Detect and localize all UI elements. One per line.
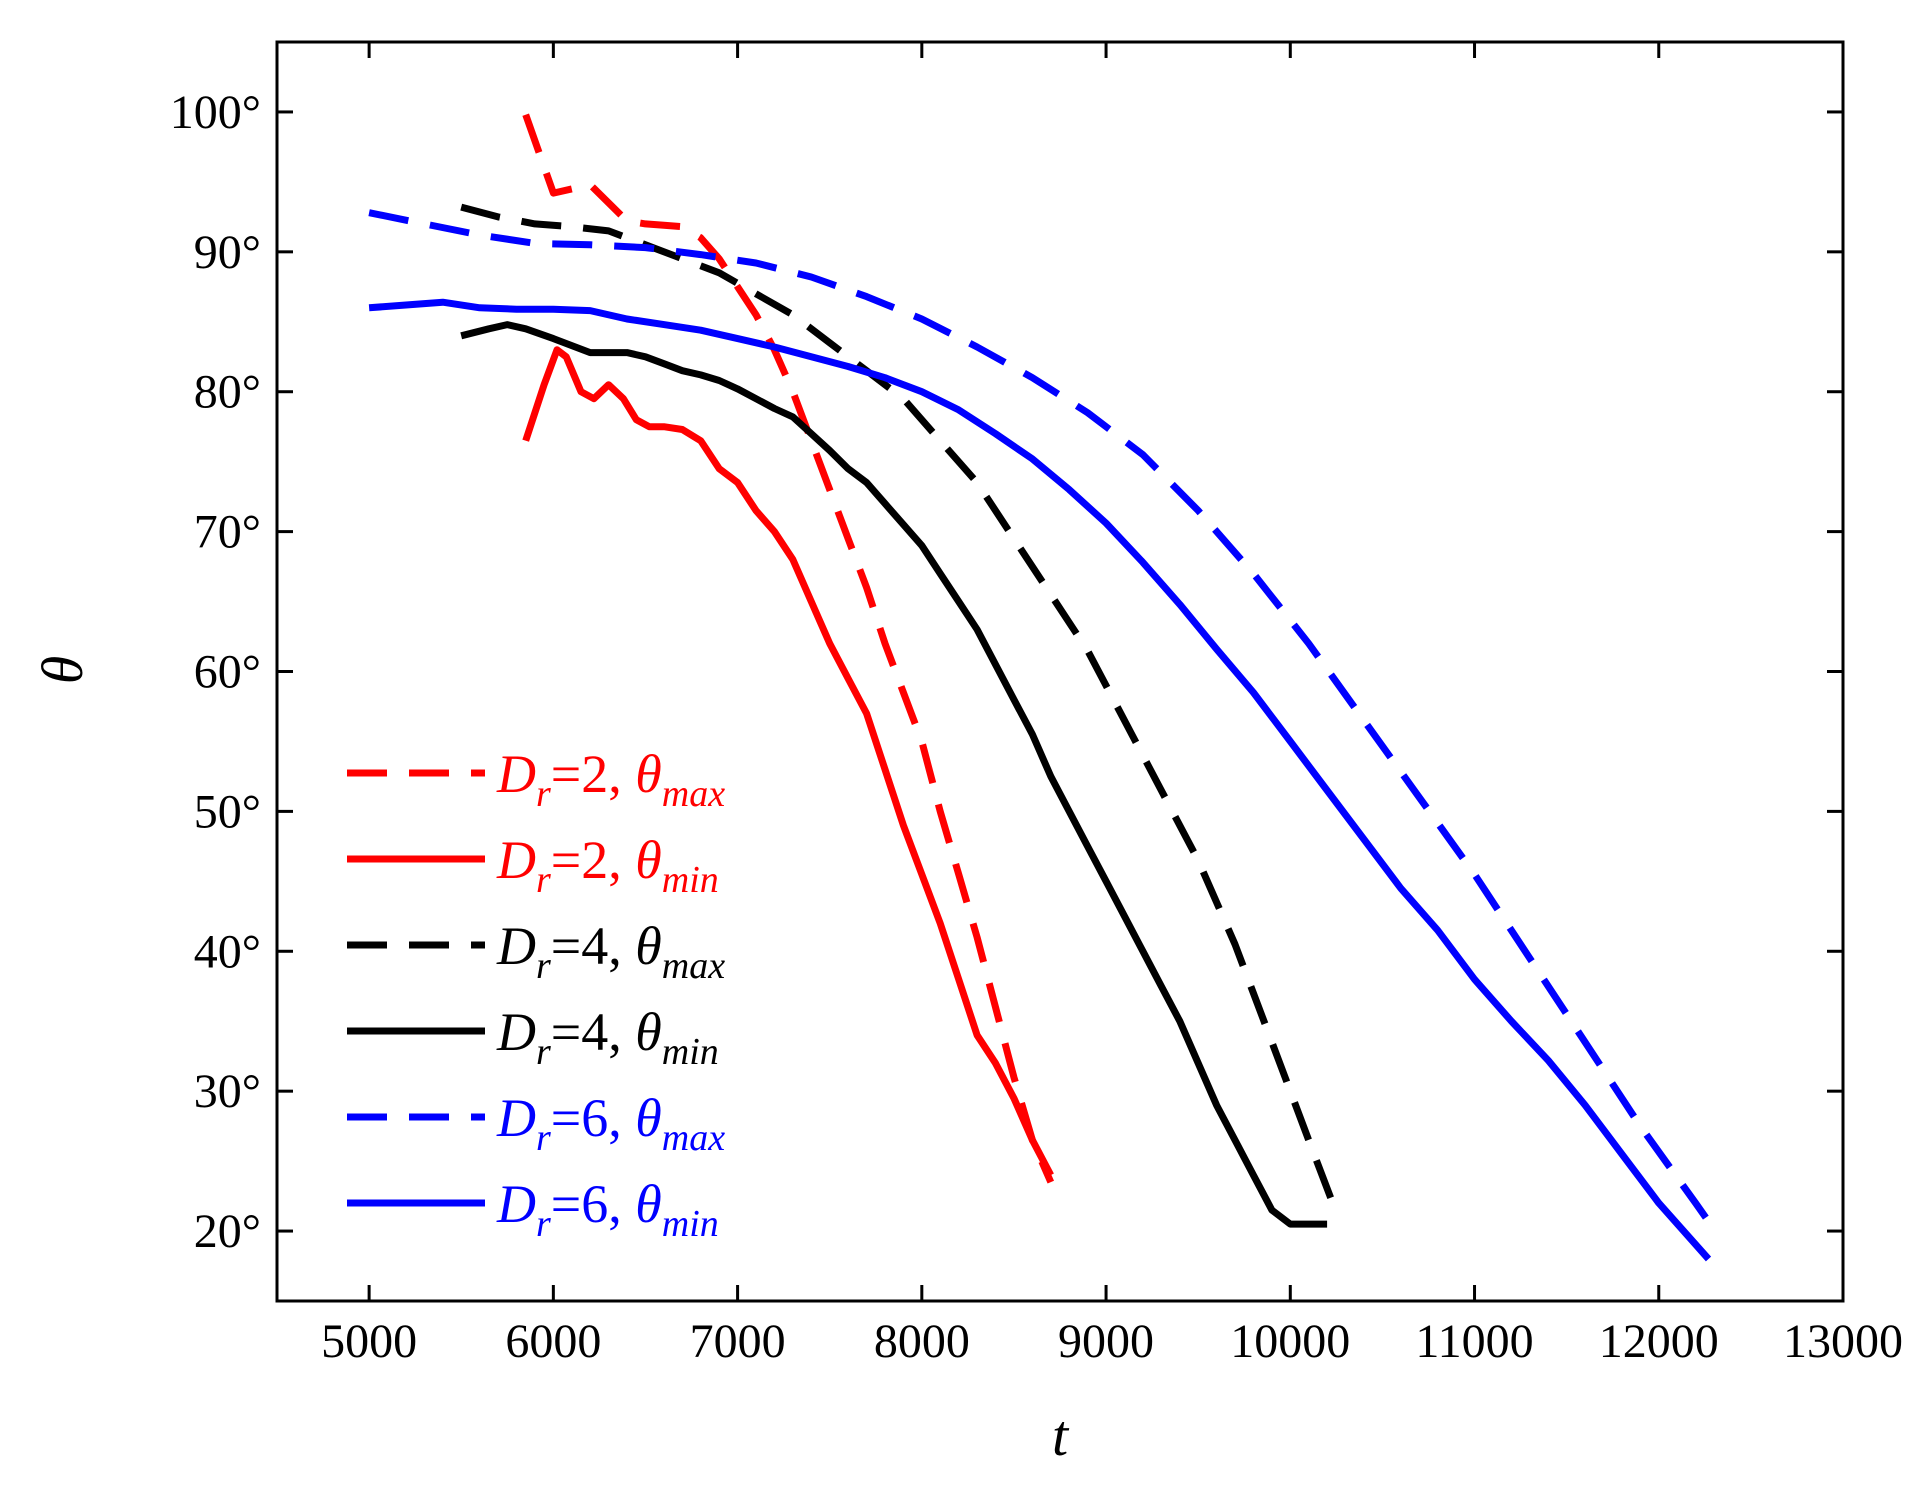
legend-label-part: r bbox=[536, 859, 551, 901]
legend-label: Dr=4, θmax bbox=[496, 916, 725, 987]
ticks-layer bbox=[277, 42, 1845, 1301]
legend-label-part: =6, bbox=[551, 1088, 635, 1148]
legend-label: Dr=6, θmin bbox=[496, 1174, 719, 1245]
x-tick-label: 13000 bbox=[1783, 1315, 1903, 1368]
legend-label-part: =4, bbox=[551, 1002, 635, 1062]
x-tick-label: 6000 bbox=[505, 1315, 601, 1368]
legend-label-part: min bbox=[662, 1031, 719, 1073]
legend-label: Dr=4, θmin bbox=[496, 1002, 719, 1073]
legend-label-part: θ bbox=[635, 1174, 662, 1234]
series-line-3 bbox=[460, 203, 1336, 1205]
y-tick-label: 70° bbox=[194, 506, 261, 559]
y-tick-label: 80° bbox=[194, 366, 261, 419]
series-layer bbox=[368, 113, 1714, 1262]
series-line-5 bbox=[368, 209, 1714, 1227]
legend-label-part: D bbox=[496, 1174, 536, 1234]
y-tick-label: 40° bbox=[194, 925, 261, 978]
legend-label-part: D bbox=[496, 1002, 536, 1062]
legend-label-part: θ bbox=[635, 744, 662, 804]
x-tick-label: 11000 bbox=[1415, 1315, 1533, 1368]
legend-label-part: D bbox=[496, 744, 536, 804]
y-tick-label: 60° bbox=[194, 646, 261, 699]
legend-label: Dr=2, θmax bbox=[496, 744, 725, 815]
legend-label-part: max bbox=[662, 1117, 725, 1159]
x-tick-label: 5000 bbox=[321, 1315, 417, 1368]
tick-labels: 5000 6000 7000 8000 9000 10000 11000 12000 13000… bbox=[170, 86, 1903, 1368]
legend-label: Dr=2, θmin bbox=[496, 830, 719, 901]
legend-label-part: θ bbox=[635, 1002, 662, 1062]
legend-label-part: θ bbox=[635, 830, 662, 890]
y-tick-label: 100° bbox=[170, 86, 261, 139]
legend-label-part: θ bbox=[635, 916, 662, 976]
legend-label-part: max bbox=[662, 945, 725, 987]
legend-label-part: r bbox=[536, 773, 551, 815]
y-tick-label: 90° bbox=[194, 226, 261, 279]
legend-label-part: min bbox=[662, 1203, 719, 1245]
y-tick-label: 30° bbox=[194, 1065, 261, 1118]
legend-label-part: D bbox=[496, 830, 536, 890]
legend-label-part: r bbox=[536, 1203, 551, 1245]
x-axis-title: t bbox=[1052, 1403, 1070, 1468]
x-tick-label: 10000 bbox=[1230, 1315, 1350, 1368]
legend-label-part: =4, bbox=[551, 916, 635, 976]
series-line-6 bbox=[368, 298, 1712, 1262]
series-line-2 bbox=[522, 346, 1054, 1177]
y-axis-title: θ bbox=[30, 656, 95, 685]
legend-label-part: r bbox=[536, 1031, 551, 1073]
legend-label-part: =6, bbox=[551, 1174, 635, 1234]
series-line-1 bbox=[522, 113, 1055, 1184]
legend-label-part: θ bbox=[635, 1088, 662, 1148]
x-tick-label: 8000 bbox=[874, 1315, 970, 1368]
legend-label: Dr=6, θmax bbox=[496, 1088, 725, 1159]
x-tick-label: 7000 bbox=[690, 1315, 786, 1368]
legend-label-part: D bbox=[496, 1088, 536, 1148]
legend-label-part: =2, bbox=[551, 830, 635, 890]
legend-label-part: min bbox=[662, 859, 719, 901]
series-line-4 bbox=[460, 321, 1328, 1228]
y-tick-label: 50° bbox=[194, 785, 261, 838]
legend-label-part: max bbox=[662, 773, 725, 815]
legend-label-part: =2, bbox=[551, 744, 635, 804]
y-tick-label: 20° bbox=[194, 1205, 261, 1258]
x-tick-label: 9000 bbox=[1058, 1315, 1154, 1368]
legend-label-part: D bbox=[496, 916, 536, 976]
legend-label-part: r bbox=[536, 1117, 551, 1159]
legend-label-part: r bbox=[536, 945, 551, 987]
x-tick-label: 12000 bbox=[1599, 1315, 1719, 1368]
